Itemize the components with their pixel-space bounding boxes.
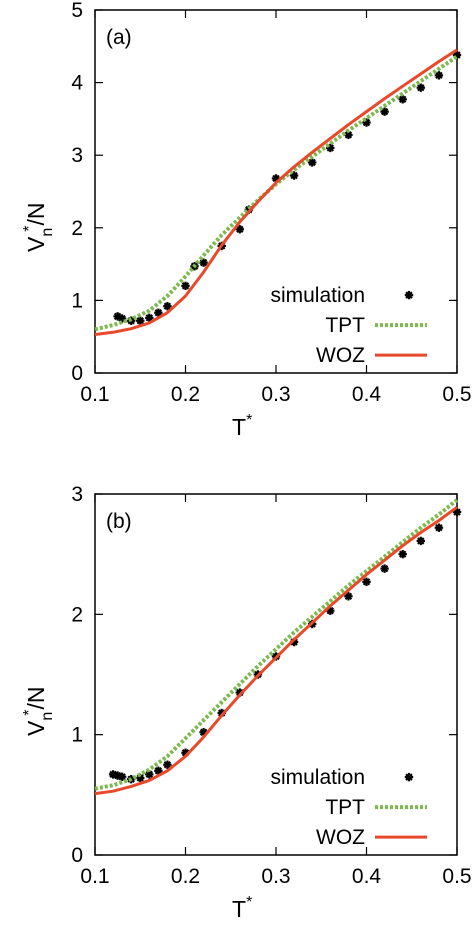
simulation-point-b-18 [362,577,371,587]
y-tick-label-b-0: 0 [71,844,83,867]
legend-label-tpt-b: TPT [325,796,365,819]
simulation-point-a-6 [163,302,172,311]
simulation-point-a-21 [416,83,425,92]
simulation-point-b-22 [434,523,444,532]
y-axis-label-a: Vn*/N [21,203,56,252]
simulation-point-a-7 [181,281,190,291]
simulation-point-a-5 [154,308,163,317]
simulation-point-b-21 [416,536,425,546]
y-tick-label-a-5: 5 [71,0,83,22]
tpt-line-b [94,498,459,791]
y-tick-label-a-4: 4 [71,72,83,95]
y-tick-label-a-3: 3 [71,144,83,167]
legend-label-simulation-b: simulation [270,766,365,789]
simulation-point-a-22 [434,71,444,80]
chart-panel-a: (a) T* Vn*/N simulation TPT WOZ 0.1 0.2 0.3 0… [21,0,472,440]
x-axis-label-a: T* [232,412,252,440]
legend-a: simulation TPT WOZ [270,284,427,367]
legend-marker-simulation-b [404,772,414,782]
y-tick-label-b-3: 3 [71,483,83,506]
simulation-point-a-11 [235,225,244,234]
legend-marker-simulation-a [404,290,414,300]
simulation-point-b-6 [154,766,163,775]
legend-label-woz-a: WOZ [316,344,365,367]
chart-panel-b: (b) T* Vn*/N simulation TPT WOZ 0.1 0.2 0.3 0… [21,483,472,922]
y-tick-label-a-2: 2 [71,217,83,240]
panel-label-a: (a) [106,26,132,49]
simulation-point-a-14 [289,171,299,180]
x-tick-label-a-0: 0.1 [80,383,109,406]
simulation-point-b-17 [344,592,353,601]
simulation-point-a-3 [136,316,145,325]
simulation-point-b-20 [398,549,407,559]
x-tick-label-b-1: 0.2 [171,865,200,888]
y-tick-label-b-2: 2 [71,603,83,626]
legend-label-tpt-a: TPT [325,314,365,337]
x-tick-label-a-1: 0.2 [171,383,200,406]
simulation-point-a-20 [398,95,407,104]
legend-b: simulation TPT WOZ [270,766,427,849]
simulation-point-b-19 [380,564,389,573]
simulation-point-a-19 [380,107,389,116]
simulation-point-a-18 [362,118,371,127]
y-tick-label-a-0: 0 [71,362,83,385]
x-tick-label-b-4: 0.5 [442,865,471,888]
woz-line-a [94,48,458,336]
simulation-point-a-4 [145,313,154,323]
panel-label-b: (b) [106,510,132,533]
simulation-point-b-7 [163,760,172,769]
x-tick-label-a-2: 0.3 [261,383,290,406]
x-tick-label-a-4: 0.5 [442,383,471,406]
x-axis-label-b: T* [232,894,252,922]
x-tick-label-b-0: 0.1 [80,865,109,888]
x-tick-label-b-3: 0.4 [352,865,382,888]
legend-label-woz-b: WOZ [316,826,365,849]
y-tick-label-a-1: 1 [71,289,83,312]
woz-line-b [94,505,458,796]
simulation-point-b-2 [117,772,127,781]
x-tick-label-a-3: 0.4 [352,383,382,406]
legend-label-simulation-a: simulation [270,284,365,307]
x-tick-label-b-2: 0.3 [261,865,290,888]
y-tick-label-b-1: 1 [71,724,83,747]
y-axis-label-b: Vn*/N [21,687,56,736]
simulation-point-a-15 [308,158,317,167]
